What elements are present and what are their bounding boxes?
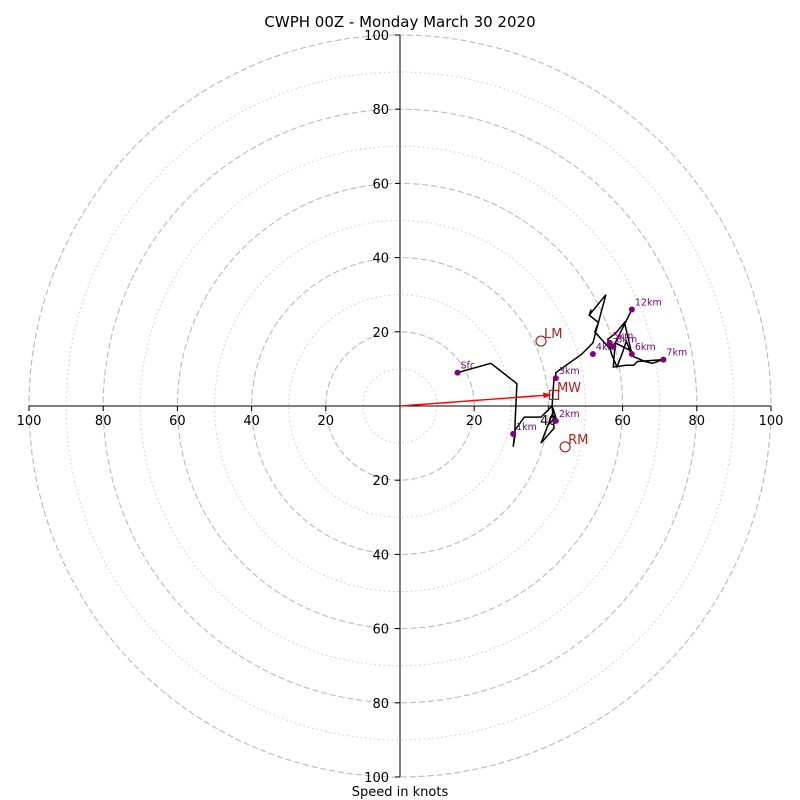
height-marker-label: 12km bbox=[635, 298, 662, 309]
x-tick-label: 80 bbox=[95, 414, 112, 429]
height-marker bbox=[628, 351, 635, 358]
x-axis-label: Speed in knots bbox=[352, 785, 449, 800]
height-marker bbox=[552, 417, 559, 424]
height-marker-label: 3km bbox=[559, 366, 580, 377]
height-marker bbox=[510, 430, 517, 437]
height-marker bbox=[552, 375, 559, 382]
height-marker-label: 7km bbox=[666, 348, 687, 359]
x-tick-label: 40 bbox=[243, 414, 260, 429]
height-marker-label: Sfc bbox=[461, 361, 476, 372]
x-tick-label: 20 bbox=[318, 414, 335, 429]
x-tick-label: 60 bbox=[169, 414, 186, 429]
storm-motion-label: LM bbox=[544, 327, 562, 342]
vector-arrow bbox=[399, 392, 552, 407]
y-tick-label: 100 bbox=[364, 771, 389, 786]
y-tick-label: 20 bbox=[372, 326, 389, 341]
x-tick-label: 100 bbox=[17, 414, 42, 429]
hodograph-trace bbox=[457, 294, 664, 447]
height-marker bbox=[606, 339, 613, 346]
y-tick-label: 40 bbox=[372, 252, 389, 267]
mean-wind-vector bbox=[399, 392, 552, 407]
height-marker-label: 2km bbox=[559, 409, 580, 420]
y-tick-label: 20 bbox=[372, 474, 389, 489]
x-tick-label: 100 bbox=[759, 414, 784, 429]
height-marker-label: 6km bbox=[635, 342, 656, 353]
y-tick-label: 60 bbox=[372, 177, 389, 192]
height-marker bbox=[660, 356, 667, 363]
storm-motion-marker bbox=[548, 389, 560, 400]
storm-motion-marker bbox=[559, 441, 571, 453]
height-marker-label: 8km bbox=[616, 335, 637, 346]
y-tick-label: 100 bbox=[364, 29, 389, 44]
storm-motion-marker bbox=[535, 335, 547, 347]
height-marker bbox=[454, 369, 461, 376]
height-marker bbox=[589, 351, 596, 358]
storm-motion-markers: LM MW RM bbox=[535, 327, 588, 453]
storm-motion-label: MW bbox=[557, 381, 581, 396]
height-marker-label: 1km bbox=[516, 422, 537, 433]
tick-labels: 100 80 60 40 20 20 40 60 80 100100806040202040608… bbox=[17, 29, 784, 786]
storm-motion-label: RM bbox=[568, 433, 588, 448]
height-marker bbox=[610, 343, 617, 350]
hodograph-line bbox=[457, 294, 664, 447]
x-tick-label: 60 bbox=[614, 414, 631, 429]
chart-title: CWPH 00Z - Monday March 30 2020 bbox=[264, 13, 535, 31]
y-tick-label: 80 bbox=[372, 103, 389, 118]
y-tick-label: 80 bbox=[372, 697, 389, 712]
height-marker-label: 5km bbox=[613, 331, 634, 342]
height-marker bbox=[628, 306, 635, 313]
x-tick-label: 20 bbox=[466, 414, 483, 429]
y-tick-label: 40 bbox=[372, 548, 389, 563]
y-tick-label: 60 bbox=[372, 623, 389, 638]
x-tick-label: 80 bbox=[689, 414, 706, 429]
height-marker-label: 4km bbox=[596, 342, 617, 353]
